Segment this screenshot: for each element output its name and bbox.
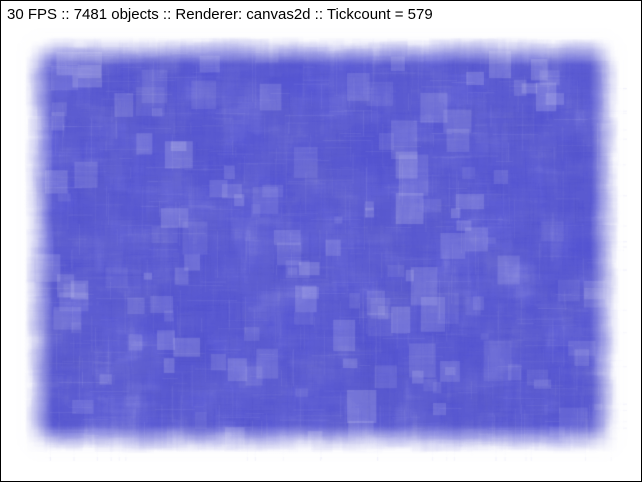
stats-overlay: 30 FPS :: 7481 objects :: Renderer: canv… <box>7 6 433 23</box>
